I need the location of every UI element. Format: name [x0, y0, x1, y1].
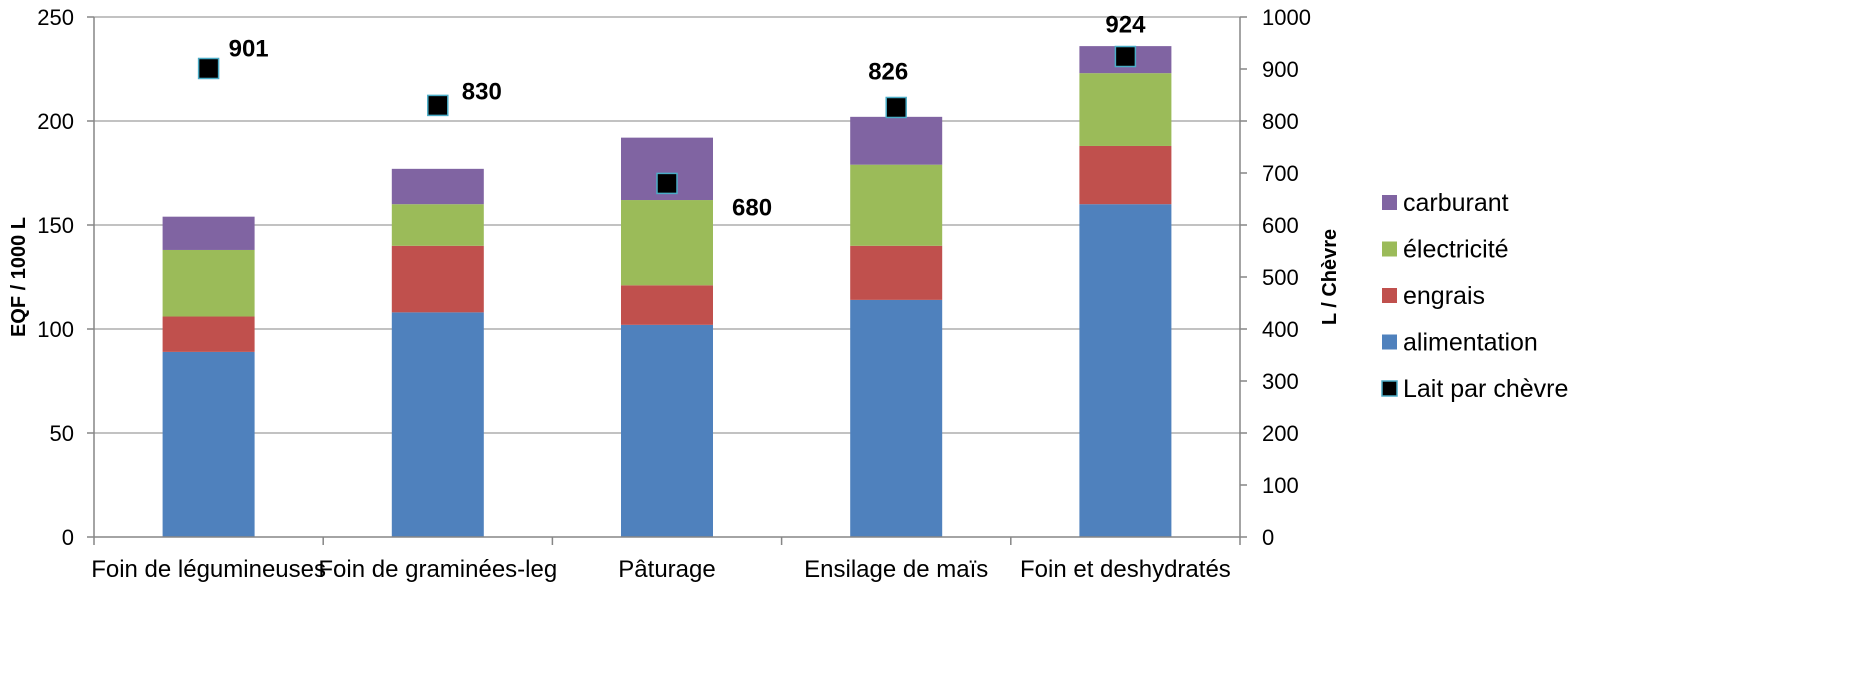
bar-alimentation [162, 351, 255, 537]
bar-alimentation [391, 312, 484, 537]
data-label: 901 [229, 35, 269, 62]
data-label: 830 [462, 78, 502, 105]
y2-axis-title: L / Chèvre [1319, 229, 1341, 325]
y2-tick-label: 1000 [1262, 5, 1311, 30]
x-tick-label: Foin de légumineuses [91, 556, 326, 583]
y-tick-label: 50 [50, 421, 74, 446]
legend-swatch [1382, 288, 1397, 303]
legend-label: carburant [1403, 189, 1509, 217]
y2-tick-label: 200 [1262, 421, 1299, 446]
bar-alimentation [621, 324, 713, 537]
bar-engrais [1079, 145, 1172, 205]
x-tick-label: Foin et deshydratés [1020, 556, 1231, 583]
bar-alimentation [1079, 204, 1172, 537]
y2-tick-label: 700 [1262, 161, 1299, 186]
y2-tick-label: 500 [1262, 265, 1299, 290]
y2-tick-label: 800 [1262, 109, 1299, 134]
y2-tick-label: 100 [1262, 473, 1299, 498]
marker-lait [1114, 45, 1137, 68]
marker-lait [197, 57, 220, 80]
y2-tick-label: 900 [1262, 57, 1299, 82]
data-label: 924 [1105, 12, 1146, 39]
bar-électricité [391, 204, 484, 246]
y2-tick-label: 300 [1262, 369, 1299, 394]
y-tick-label: 200 [37, 109, 74, 134]
x-tick-label: Foin de graminées-leg [318, 556, 557, 583]
bar-carburant [162, 216, 255, 250]
legend-label: Lait par chèvre [1403, 375, 1568, 403]
bar-engrais [621, 285, 713, 325]
marker-lait [427, 94, 449, 117]
y2-tick-label: 600 [1262, 213, 1299, 238]
y-tick-label: 0 [62, 525, 74, 550]
data-label: 680 [732, 194, 772, 221]
legend-label: engrais [1403, 282, 1485, 310]
x-tick-label: Pâturage [618, 556, 715, 583]
y-tick-label: 250 [37, 5, 74, 30]
bar-électricité [162, 249, 255, 317]
legend-swatch [1382, 195, 1397, 210]
legend-swatch-lait [1381, 380, 1398, 397]
bar-carburant [850, 116, 943, 165]
bar-engrais [162, 316, 255, 352]
y2-tick-label: 0 [1262, 525, 1274, 550]
bar-engrais [391, 245, 484, 313]
marker-lait [885, 96, 907, 119]
bar-électricité [621, 200, 713, 286]
legend-swatch [1382, 241, 1397, 257]
bar-électricité [1079, 73, 1172, 146]
legend-swatch [1382, 334, 1397, 350]
bar-électricité [850, 164, 943, 246]
marker-lait [656, 172, 678, 195]
y-axis-title: EQF / 1000 L [8, 217, 30, 337]
data-label: 826 [868, 58, 908, 85]
bar-alimentation [850, 299, 943, 537]
y2-tick-label: 400 [1262, 317, 1299, 342]
x-tick-label: Ensilage de maïs [804, 556, 988, 583]
legend-label: alimentation [1403, 329, 1538, 357]
bar-carburant [391, 168, 484, 205]
legend-label: électricité [1403, 236, 1509, 264]
bar-engrais [850, 245, 943, 300]
y-tick-label: 150 [37, 213, 74, 238]
y-tick-label: 100 [37, 317, 74, 342]
